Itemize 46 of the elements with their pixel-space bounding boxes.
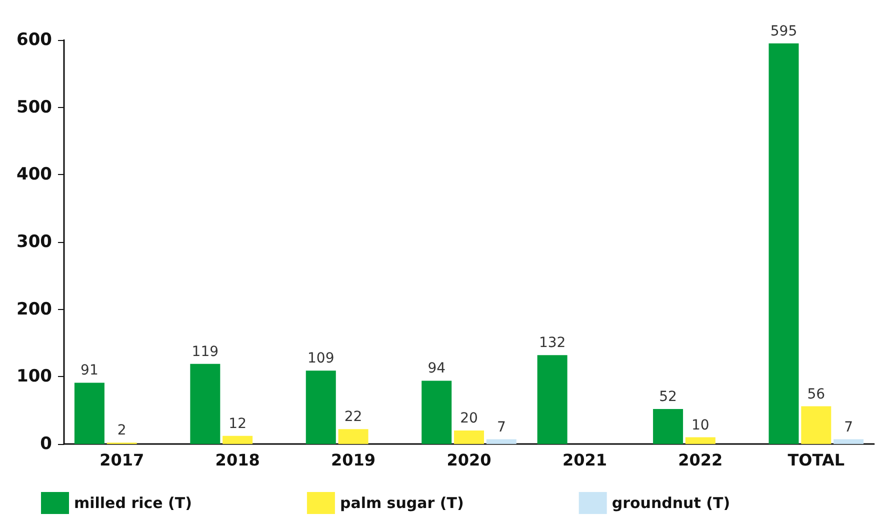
bar xyxy=(834,439,864,444)
y-tick-label: 100 xyxy=(16,366,52,387)
bar xyxy=(486,439,516,444)
bar xyxy=(768,43,799,444)
bar xyxy=(537,355,568,444)
y-tick-label: 200 xyxy=(16,299,52,320)
bar xyxy=(74,382,104,444)
bar xyxy=(338,429,368,444)
y-tick-label: 600 xyxy=(16,30,52,50)
data-label: 595 xyxy=(770,23,798,40)
data-label: 2 xyxy=(117,422,126,439)
y-tick-label: 300 xyxy=(16,232,52,252)
data-label: 7 xyxy=(844,419,854,436)
data-label: 109 xyxy=(308,350,334,367)
data-label: 52 xyxy=(659,388,677,405)
data-label: 7 xyxy=(496,419,506,436)
x-tick-label: 2020 xyxy=(446,450,492,470)
x-tick-label: 2019 xyxy=(331,450,376,470)
legend-label: palm sugar (T) xyxy=(340,494,464,512)
bar xyxy=(422,380,452,444)
x-tick-label: 2021 xyxy=(562,450,607,470)
data-label: 91 xyxy=(80,362,98,379)
legend-label: milled rice (T) xyxy=(74,494,192,512)
bar xyxy=(190,364,220,444)
x-tick-label: TOTAL xyxy=(788,450,845,470)
bar xyxy=(306,370,336,444)
data-label: 119 xyxy=(192,344,219,360)
legend-label: groundnut (T) xyxy=(612,494,730,512)
x-tick-label: 2018 xyxy=(215,450,260,470)
bar xyxy=(222,436,253,444)
x-tick-label: 2017 xyxy=(100,450,144,470)
y-tick-label: 0 xyxy=(40,434,52,454)
data-label: 12 xyxy=(228,416,246,432)
y-tick-label: 500 xyxy=(16,97,52,118)
x-tick-label: 2022 xyxy=(678,450,723,470)
bar xyxy=(653,408,684,444)
data-label: 56 xyxy=(807,386,826,402)
bar xyxy=(801,406,832,444)
y-tick-label: 400 xyxy=(16,164,52,185)
data-label: 132 xyxy=(538,335,566,352)
data-label: 94 xyxy=(428,360,446,377)
bar xyxy=(454,430,484,444)
data-label: 22 xyxy=(344,409,362,426)
bar xyxy=(685,437,716,444)
data-label: 10 xyxy=(692,417,710,434)
data-label: 20 xyxy=(460,410,478,427)
